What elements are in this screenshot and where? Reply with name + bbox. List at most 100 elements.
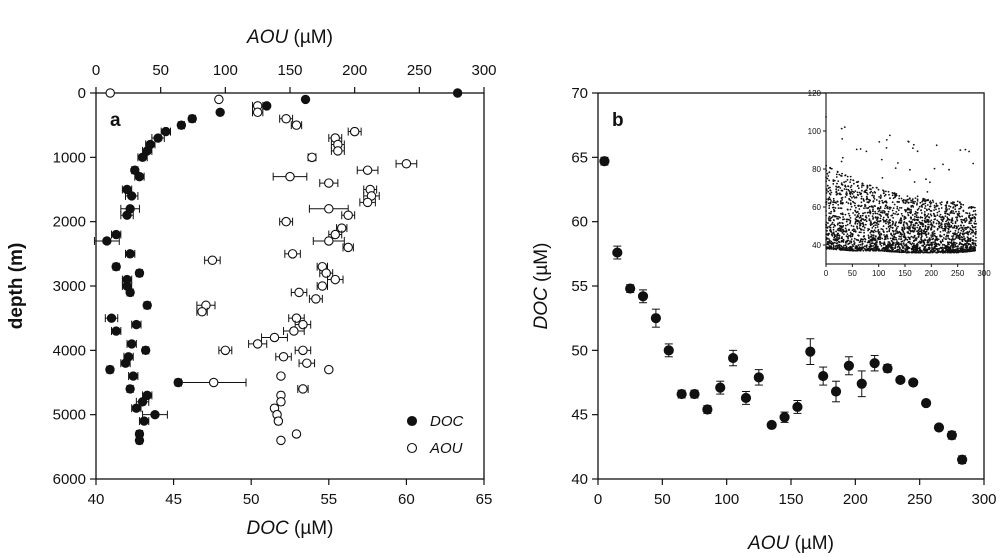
inset-point <box>898 246 901 248</box>
inset-point <box>962 250 964 253</box>
y-tick-label: 1000 <box>53 149 86 166</box>
inset-point <box>965 226 967 229</box>
legend: DOC AOU <box>406 413 464 457</box>
inset-point <box>917 219 919 222</box>
inset-point <box>907 140 910 143</box>
inset-point <box>825 180 827 183</box>
inset-point <box>902 223 905 226</box>
inset-point <box>852 245 855 248</box>
plot-frame <box>95 92 485 480</box>
inset-point <box>872 245 875 247</box>
inset-point <box>883 212 886 214</box>
inset-point <box>838 245 841 248</box>
inset-point <box>892 197 895 200</box>
doc-point <box>869 358 880 369</box>
inset-point <box>828 212 831 215</box>
y-tick-label: 6000 <box>53 471 86 488</box>
inset-point <box>975 230 977 233</box>
inset-point <box>830 200 832 202</box>
inset-point <box>850 184 853 187</box>
inset-point <box>947 247 950 250</box>
inset-point <box>933 204 936 207</box>
aou-point <box>197 306 207 317</box>
inset-point <box>935 208 937 211</box>
inset-point <box>838 235 841 237</box>
inset-point <box>866 184 869 187</box>
inset-point <box>848 218 850 221</box>
inset-point <box>826 247 828 250</box>
top-tick-label: 200 <box>342 62 367 79</box>
inset-point <box>827 232 830 235</box>
inset-point <box>955 242 958 245</box>
inset-point <box>871 194 874 197</box>
inset-point <box>974 220 977 223</box>
inset-point <box>903 221 906 223</box>
inset-point <box>916 200 919 202</box>
inset-point <box>914 222 917 225</box>
inset-point <box>841 237 843 240</box>
inset-point <box>891 209 894 212</box>
inset-point <box>840 225 842 228</box>
inset-point <box>846 247 848 250</box>
inset-point <box>948 208 951 210</box>
doc-point <box>805 346 816 357</box>
inset-point <box>841 228 844 231</box>
inset-point <box>966 250 968 253</box>
inset-point <box>902 242 905 245</box>
inset-point <box>840 230 843 233</box>
inset-point <box>885 190 887 193</box>
inset-point <box>957 234 959 237</box>
inset-point <box>961 228 964 231</box>
inset-point <box>909 238 911 241</box>
inset-point <box>880 215 882 218</box>
inset-point <box>972 162 975 165</box>
inset-point <box>832 197 835 200</box>
x-tick-label: 60 <box>398 491 415 508</box>
inset-point <box>878 248 881 251</box>
inset-point <box>888 228 891 230</box>
inset-point <box>961 236 964 239</box>
inset-point <box>846 192 848 195</box>
doc-point <box>139 416 149 426</box>
inset-point <box>926 249 929 252</box>
inset-point <box>900 238 902 241</box>
inset-point <box>867 206 870 209</box>
inset-point <box>848 214 851 217</box>
inset-point <box>959 207 962 210</box>
inset-point <box>896 205 899 208</box>
inset-point <box>975 240 977 242</box>
inset-point <box>908 220 911 223</box>
inset-point <box>895 238 898 241</box>
y-tick-label: 70 <box>571 85 588 102</box>
inset-point <box>940 247 943 250</box>
inset-point <box>907 227 910 230</box>
inset-point <box>840 226 843 229</box>
inset-point <box>845 191 848 194</box>
inset-point <box>929 238 931 241</box>
aou-point <box>220 345 231 356</box>
inset-point <box>880 228 883 230</box>
inset-point <box>930 214 933 217</box>
inset-point <box>866 193 869 196</box>
inset-point <box>876 212 879 215</box>
inset-point <box>830 191 833 194</box>
inset-point <box>900 221 903 224</box>
inset-point <box>832 179 835 181</box>
inset-point <box>957 237 959 239</box>
inset-point <box>949 241 952 244</box>
inset-point <box>948 205 950 207</box>
inset-point <box>926 199 929 202</box>
inset-point <box>874 246 877 249</box>
inset-point <box>942 251 945 254</box>
inset-point <box>920 236 923 239</box>
inset-point <box>896 250 898 252</box>
inset-point <box>903 215 906 218</box>
inset-point <box>849 195 852 198</box>
inset-point <box>900 241 903 243</box>
inset-point <box>941 246 944 249</box>
inset-point <box>938 215 941 218</box>
inset-point <box>897 225 899 228</box>
inset-point <box>914 215 916 218</box>
inset-point <box>871 238 874 240</box>
inset-point <box>850 224 853 227</box>
